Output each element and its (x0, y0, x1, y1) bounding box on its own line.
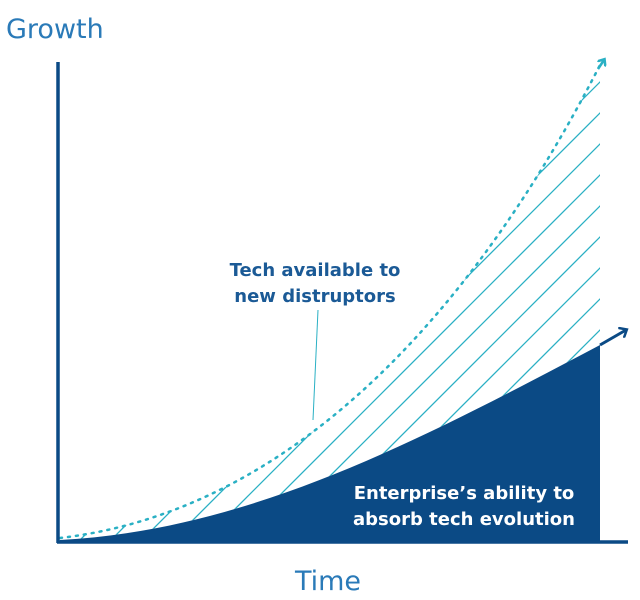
x-axis-label: Time (294, 566, 361, 597)
enterprise-area (60, 345, 600, 542)
enterprise-note: absorb tech evolution (353, 509, 575, 530)
tech-note: new distruptors (234, 286, 395, 307)
y-axis-label: Growth (6, 14, 104, 45)
tech-arrow (596, 60, 604, 70)
hatch-line (60, 65, 249, 540)
hatch-line (60, 65, 187, 540)
hatch-line (60, 65, 94, 540)
hatch-line (60, 65, 125, 540)
hatch-line (60, 65, 156, 540)
hatch-line (609, 0, 640, 600)
hatch-line (60, 65, 63, 540)
tech-note: Tech available to (230, 260, 401, 281)
leader-line (312, 309, 319, 421)
enterprise-arrow (599, 330, 626, 347)
hatch-line (0, 0, 31, 600)
enterprise-note: Enterprise’s ability to (354, 483, 575, 504)
tech-curve (58, 63, 602, 540)
hatch-line (60, 65, 218, 540)
